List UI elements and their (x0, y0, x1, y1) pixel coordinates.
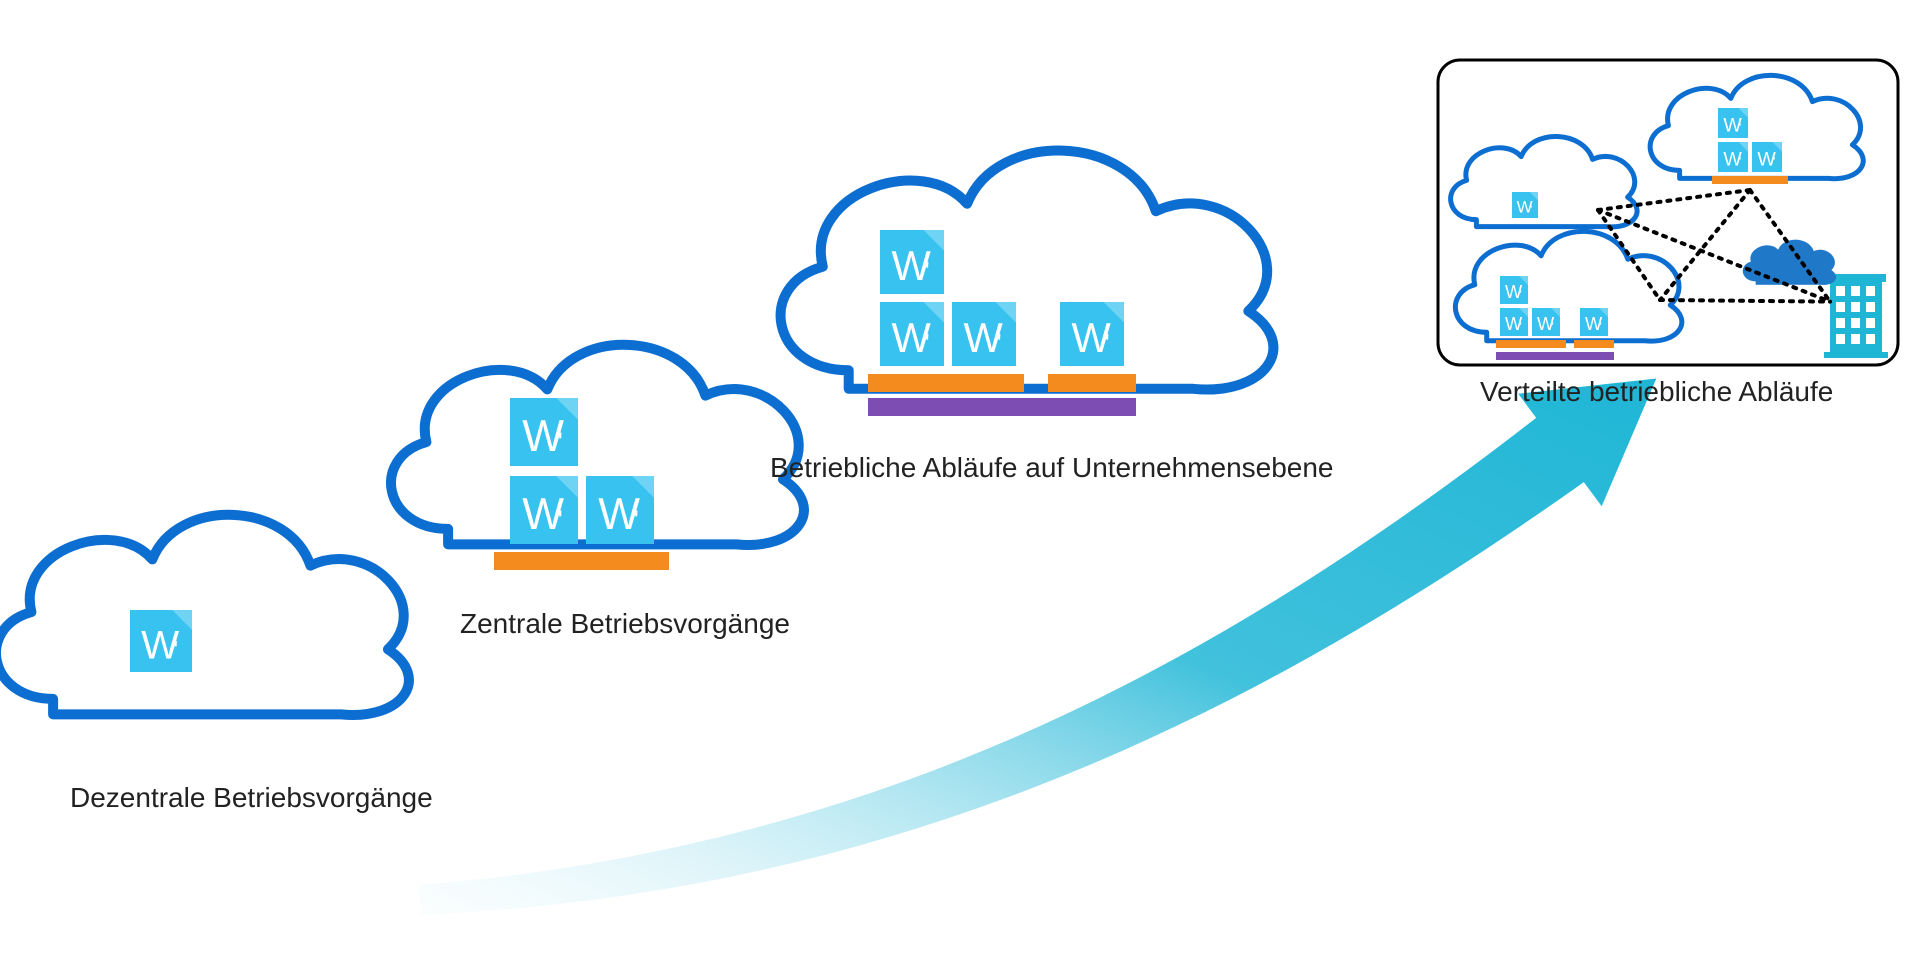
cloud-decentralized (0, 515, 409, 715)
workload-box-decentralized-0: W' (130, 610, 192, 672)
svg-text:': ' (1739, 154, 1741, 168)
label-centralized: Zentrale Betriebsvorgänge (460, 608, 790, 640)
mini-box-c3-1: W' (1500, 308, 1528, 336)
svg-text:': ' (997, 330, 1002, 358)
svg-text:': ' (1552, 321, 1554, 333)
mini-box-c3-2: W' (1532, 308, 1560, 336)
workload-box-enterprise-3: W' (1060, 302, 1124, 366)
svg-text:': ' (1530, 204, 1532, 215)
workload-box-enterprise-1: W' (880, 302, 944, 366)
svg-text:': ' (558, 504, 563, 535)
svg-text:': ' (1105, 330, 1110, 358)
svg-text:': ' (925, 258, 930, 286)
svg-text:': ' (1520, 289, 1522, 301)
mini-box-c2-0: W' (1718, 108, 1748, 138)
svg-text:': ' (925, 330, 930, 358)
workload-box-enterprise-0: W' (880, 230, 944, 294)
workload-box-centralized-2: W' (586, 476, 654, 544)
svg-text:': ' (1600, 321, 1602, 333)
platform-bar-centralized-0 (494, 552, 669, 570)
label-distributed: Verteilte betriebliche Abläufe (1480, 376, 1833, 408)
platform-bar-enterprise-2 (868, 398, 1136, 416)
label-enterprise: Betriebliche Abläufe auf Unternehmensebe… (770, 452, 1334, 484)
workload-box-centralized-0: W' (510, 398, 578, 466)
platform-bar-enterprise-0 (868, 374, 1024, 392)
building-icon (1824, 274, 1888, 358)
svg-text:': ' (1520, 321, 1522, 333)
mini-bar-c2-0 (1712, 176, 1788, 184)
mini-bar-c3-0 (1496, 340, 1566, 348)
svg-text:': ' (1739, 120, 1741, 134)
mini-box-c3-0: W' (1500, 276, 1528, 304)
workload-box-enterprise-2: W' (952, 302, 1016, 366)
svg-text:': ' (1773, 154, 1775, 168)
mini-box-c1-0: W' (1512, 192, 1538, 218)
cloud-enterprise (781, 151, 1274, 390)
svg-text:': ' (558, 426, 563, 457)
mini-bar-c3-2 (1496, 352, 1614, 360)
workload-box-centralized-1: W' (510, 476, 578, 544)
svg-text:': ' (173, 637, 178, 664)
label-decentralized: Dezentrale Betriebsvorgänge (70, 782, 433, 814)
platform-bar-enterprise-1 (1048, 374, 1136, 392)
diagram-stage: W'W'W'W'W'W'W'W'W'W'W'W'W'W'W'W'Dezentra… (0, 0, 1924, 961)
mini-bar-c3-1 (1574, 340, 1614, 348)
mini-box-c2-2: W' (1752, 142, 1782, 172)
mini-box-c2-1: W' (1718, 142, 1748, 172)
svg-text:': ' (634, 504, 639, 535)
mini-box-c3-3: W' (1580, 308, 1608, 336)
